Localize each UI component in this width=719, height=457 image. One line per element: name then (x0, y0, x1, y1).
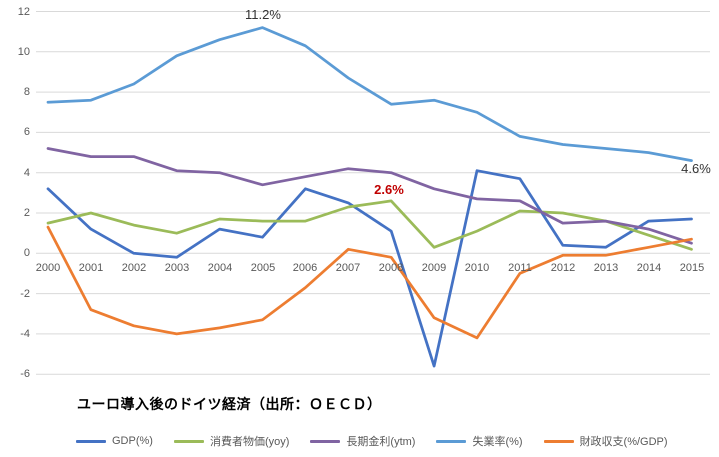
y-tick-label: 6 (23, 126, 30, 138)
x-tick-label: 2000 (35, 262, 61, 274)
legend-item-財政収支(%/GDP): 財政収支(%/GDP) (543, 433, 668, 449)
x-tick-label: 2012 (550, 262, 576, 274)
legend-item-GDP(%): GDP(%) (76, 435, 153, 447)
legend-swatch-icon (436, 439, 467, 443)
x-tick-label: 2002 (121, 262, 147, 274)
legend-item-消費者物価(yoy): 消費者物価(yoy) (173, 433, 290, 449)
legend-item-失業率(%): 失業率(%) (436, 433, 523, 449)
series-line-GDP(%) (46, 169, 693, 368)
legend-swatch-icon (310, 439, 341, 443)
y-tick-label: 0 (23, 247, 30, 259)
annotation-4.6%: 4.6% (681, 161, 711, 176)
chart-title: ユーロ導入後のドイツ経済（出所：ＯＥＣＤ） (77, 396, 382, 412)
legend-swatch-icon (173, 439, 204, 443)
legend-item-長期金利(ytm): 長期金利(ytm) (310, 433, 415, 449)
legend-swatch-icon (76, 439, 106, 443)
legend-label: GDP(%) (112, 435, 153, 447)
x-tick-label: 2015 (679, 262, 705, 274)
x-tick-label: 2006 (292, 262, 318, 274)
y-tick-label: 8 (23, 86, 30, 98)
legend-swatch-icon (543, 439, 574, 443)
x-tick-label: 2010 (464, 262, 490, 274)
series-line-長期金利(ytm) (46, 147, 693, 245)
annotation-2.6%: 2.6% (374, 182, 404, 197)
x-tick-label: 2008 (378, 262, 404, 274)
y-tick-label: -6 (20, 368, 30, 380)
x-tick-label: 2005 (250, 262, 276, 274)
x-tick-label: 2003 (164, 262, 190, 274)
legend-label: 消費者物価(yoy) (209, 436, 290, 448)
x-tick-label: 2009 (421, 262, 447, 274)
y-tick-label: 12 (17, 6, 30, 18)
x-tick-label: 2004 (207, 262, 233, 274)
x-tick-label: 2014 (636, 262, 662, 274)
series-line-消費者物価(yoy) (46, 199, 693, 251)
x-tick-label: 2001 (78, 262, 104, 274)
chart-legend: GDP(%) 消費者物価(yoy) 長期金利(ytm) 失業率(%) 財政収支(%/GD… (76, 433, 668, 449)
y-tick-label: -2 (20, 288, 30, 300)
x-tick-label: 2007 (335, 262, 361, 274)
legend-label: 長期金利(ytm) (346, 436, 416, 448)
y-tick-label: -4 (20, 328, 30, 340)
y-tick-label: 10 (17, 46, 30, 58)
series-line-失業率(%) (46, 26, 693, 162)
annotation-11.2%: 11.2% (245, 7, 281, 22)
series-line-財政収支(%/GDP) (46, 225, 693, 340)
legend-label: 失業率(%) (472, 436, 523, 448)
legend-label: 財政収支(%/GDP) (579, 436, 668, 448)
x-tick-label: 2013 (593, 262, 619, 274)
x-tick-label: 2011 (508, 262, 532, 274)
y-tick-label: 2 (23, 207, 30, 219)
y-tick-label: 4 (23, 167, 30, 179)
